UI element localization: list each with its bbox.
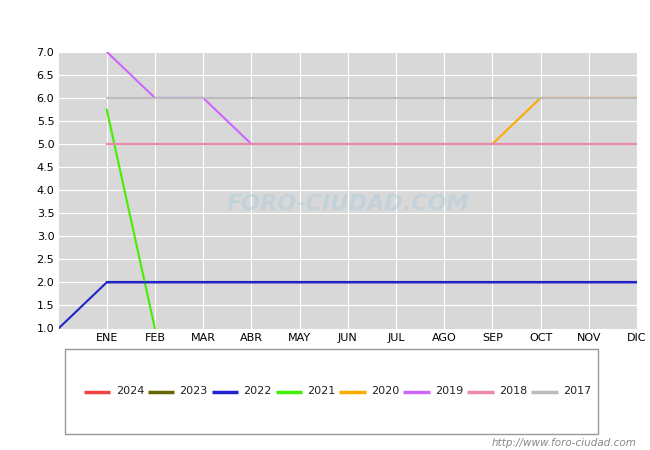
FancyBboxPatch shape	[65, 349, 598, 434]
Text: 2017: 2017	[564, 387, 592, 396]
Text: http://www.foro-ciudad.com: http://www.foro-ciudad.com	[492, 438, 637, 448]
Text: FORO-CIUDAD.COM: FORO-CIUDAD.COM	[226, 194, 469, 214]
Text: 2019: 2019	[436, 387, 463, 396]
Text: 2024: 2024	[116, 387, 144, 396]
Text: 2018: 2018	[499, 387, 528, 396]
Text: 2023: 2023	[179, 387, 208, 396]
Text: Afiliados en Villaseca de Henares a 31/8/2024: Afiliados en Villaseca de Henares a 31/8…	[135, 14, 515, 33]
Text: 2020: 2020	[372, 387, 400, 396]
Text: 2022: 2022	[244, 387, 272, 396]
Text: 2021: 2021	[307, 387, 336, 396]
